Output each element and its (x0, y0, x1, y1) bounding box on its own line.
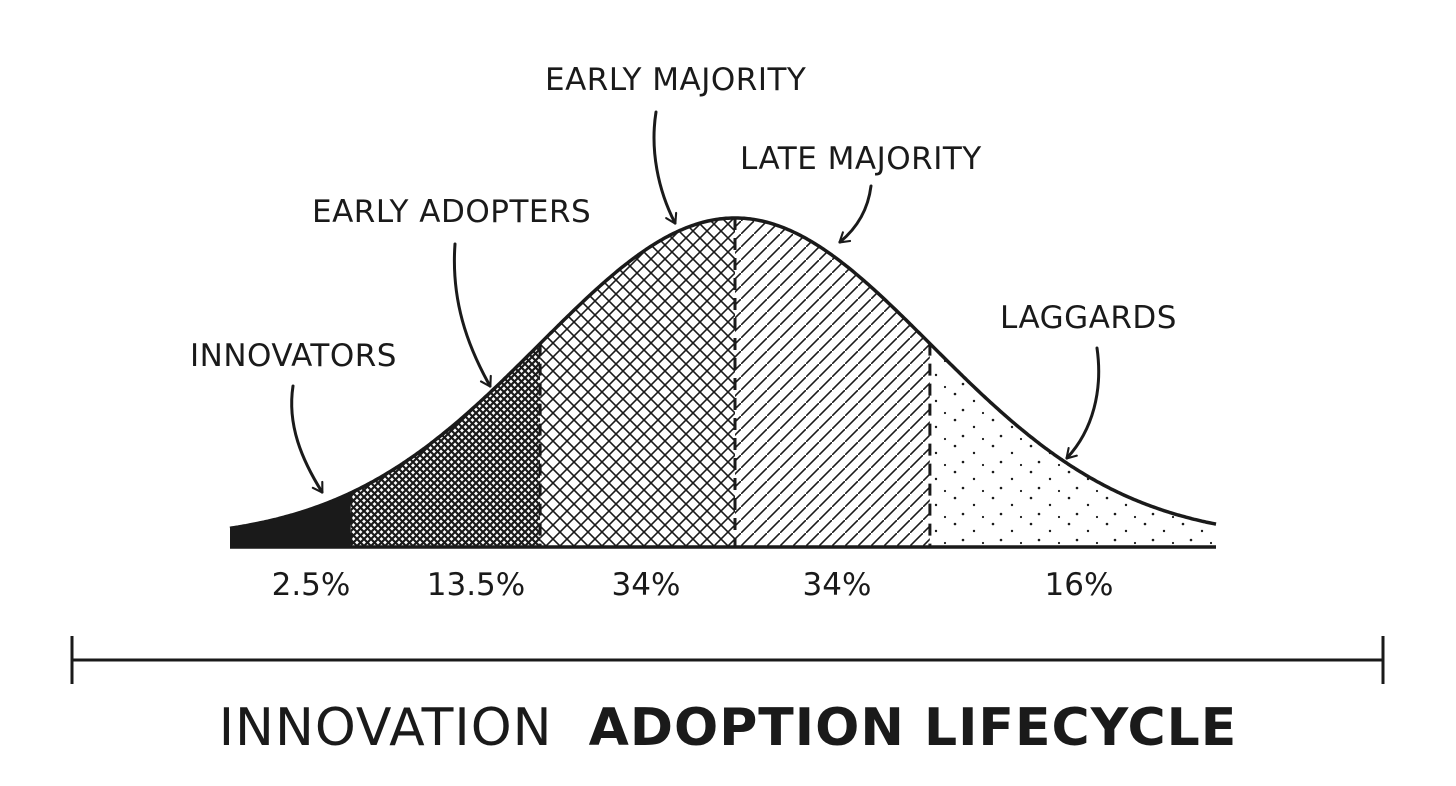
segment-area-late-majority (735, 218, 930, 547)
percent-label-early-adopters: 13.5% (427, 567, 525, 603)
timeline-bar (70, 636, 1385, 684)
segment-label-laggards: LAGGARDS (1000, 300, 1177, 336)
arrow-late-majority (838, 184, 873, 244)
segment-label-early-adopters: EARLY ADOPTERS (312, 194, 591, 230)
segment-label-early-majority: EARLY MAJORITY (545, 62, 806, 98)
arrow-laggards (1065, 346, 1101, 460)
arrow-early-majority (652, 110, 678, 225)
chart-title: INNOVATION ADOPTION LIFECYCLE (219, 698, 1238, 758)
segment-label-late-majority: LATE MAJORITY (740, 141, 982, 177)
chart-title-bold: ADOPTION LIFECYCLE (589, 698, 1238, 758)
segment-area-early-adopters (350, 343, 541, 547)
segment-area-early-majority (540, 218, 735, 547)
arrow-early-adopters (452, 242, 492, 388)
percent-label-innovators: 2.5% (272, 567, 351, 603)
percent-label-late-majority: 34% (803, 567, 872, 603)
segment-fills (230, 218, 1216, 547)
segment-label-innovators: INNOVATORS (190, 338, 397, 374)
percent-label-early-majority: 34% (612, 567, 681, 603)
percent-label-laggards: 16% (1045, 567, 1114, 603)
bell-curve (229, 216, 1217, 531)
chart-title-light: INNOVATION (219, 698, 553, 758)
segment-dividers (349, 218, 932, 547)
segment-area-laggards (929, 343, 1216, 547)
arrow-innovators (290, 384, 324, 494)
